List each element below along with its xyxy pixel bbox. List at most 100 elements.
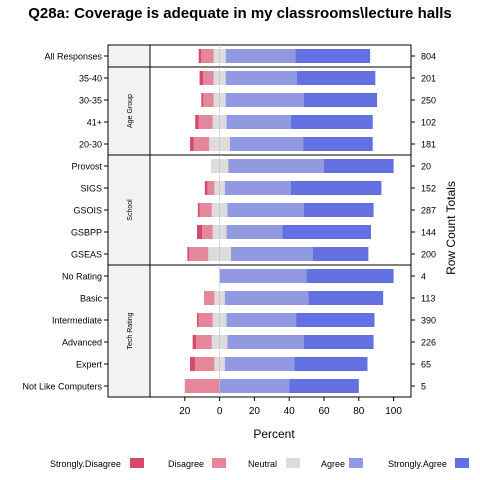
bar-segment-neutral <box>214 291 220 305</box>
panel-strip-label: Tech Rating <box>127 312 134 349</box>
bar-segment-neutral <box>219 335 228 349</box>
bar-segment-neutral <box>212 313 220 327</box>
row-total: 226 <box>421 338 436 348</box>
row-label: No Rating <box>62 272 102 282</box>
row-label: Basic <box>80 294 103 304</box>
panel-1: All Responses 804 <box>44 44 436 68</box>
legend-label: Disagree <box>168 459 204 469</box>
bar-segment-strongly-agree <box>303 335 374 349</box>
bar-segment-agree <box>225 49 296 63</box>
panel-strip <box>107 66 151 156</box>
bar-row: Intermediate 390 <box>52 313 436 327</box>
bar-row: 41+ 102 <box>87 115 436 129</box>
bar-segment-strongly-agree <box>296 313 375 327</box>
row-total: 4 <box>421 272 426 282</box>
bar-segment-neutral <box>219 225 227 239</box>
bar-segment-agree <box>226 225 283 239</box>
row-label: Expert <box>76 360 103 370</box>
x-axis-label: Percent <box>253 427 295 441</box>
bar-segment-strongly-disagree <box>196 313 199 327</box>
panel-strip <box>107 154 151 266</box>
bar-segment-strongly-disagree <box>198 49 202 63</box>
bar-segment-strongly-disagree <box>201 93 204 107</box>
bar-row: GSEAS 200 <box>71 247 436 261</box>
panel-strip <box>107 44 151 68</box>
bar-segment-agree <box>224 357 295 371</box>
bar-segment-strongly-disagree <box>190 357 196 371</box>
bar-segment-neutral <box>213 49 220 63</box>
row-label: GSOIS <box>73 206 102 216</box>
bar-segment-neutral <box>219 247 231 261</box>
x-tick-label: 20 <box>179 406 191 417</box>
bar-segment-disagree <box>203 71 214 85</box>
row-label: 35-40 <box>79 74 102 84</box>
bar-row: Provost 20 <box>71 159 431 173</box>
bar-segment-strongly-disagree <box>199 71 204 85</box>
bar-segment-disagree <box>203 291 215 305</box>
bar-segment-neutral <box>214 181 220 195</box>
panel-strip <box>107 264 151 398</box>
bar-segment-neutral <box>219 181 225 195</box>
row-total: 200 <box>421 250 436 260</box>
bar-segment-disagree <box>201 49 214 63</box>
bar-segment-agree <box>228 159 324 173</box>
bar-segment-strongly-disagree <box>192 335 197 349</box>
row-total: 201 <box>421 74 436 84</box>
row-label: Not Like Computers <box>22 382 102 392</box>
bar-segment-disagree <box>207 181 215 195</box>
legend-label: Strongly.Disagree <box>50 459 121 469</box>
bar-segment-strongly-agree <box>290 115 373 129</box>
bar-segment-neutral <box>210 159 220 173</box>
legend-swatch <box>286 458 300 468</box>
row-total: 152 <box>421 184 436 194</box>
bar-segment-strongly-agree <box>290 181 382 195</box>
bar-row: SIGS 152 <box>80 181 436 195</box>
bar-segment-strongly-agree <box>294 357 368 371</box>
row-total: 5 <box>421 382 426 392</box>
right-axis-label: Row Count Totals <box>444 181 458 275</box>
legend-label: Strongly.Agree <box>388 459 447 469</box>
bar-segment-disagree <box>199 203 212 217</box>
bar-segment-disagree <box>198 115 213 129</box>
x-tick-label: 80 <box>353 406 365 417</box>
bar-segment-neutral <box>209 137 220 151</box>
bar-segment-disagree <box>184 379 220 393</box>
bar-row: GSBPP 144 <box>71 225 436 239</box>
bar-segment-strongly-disagree <box>190 137 194 151</box>
bar-segment-disagree <box>203 93 214 107</box>
row-label: SIGS <box>80 184 102 194</box>
panel-strip-label: Age Group <box>127 94 134 128</box>
bar-segment-neutral <box>214 357 220 371</box>
bar-row: Advanced 226 <box>62 335 436 349</box>
bar-segment-agree <box>227 203 304 217</box>
bar-row: Not Like Computers 5 <box>22 379 426 393</box>
bar-segment-neutral <box>219 115 227 129</box>
bar-segment-neutral <box>211 203 220 217</box>
bar-segment-disagree <box>196 335 212 349</box>
bar-segment-agree <box>219 379 290 393</box>
bar-segment-neutral <box>219 203 228 217</box>
x-tick-label: 100 <box>385 406 402 417</box>
bar-segment-neutral <box>211 335 220 349</box>
row-label: Intermediate <box>52 316 102 326</box>
bar-row: No Rating 4 <box>62 269 426 283</box>
legend: Strongly.Disagree Disagree Neutral Agree Str… <box>50 458 469 469</box>
bar-segment-neutral <box>219 291 225 305</box>
bar-row: Basic 113 <box>80 291 435 305</box>
row-total: 287 <box>421 206 436 216</box>
panel-4: Tech Rating No Rating 4 Basic 113 Intermediat… <box>22 264 436 398</box>
bar-segment-strongly-disagree <box>196 225 203 239</box>
bar-segment-strongly-disagree <box>204 181 208 195</box>
row-total: 181 <box>421 140 436 150</box>
bar-segment-neutral <box>212 225 220 239</box>
legend-swatch <box>349 458 363 468</box>
bar-row: 30-35 250 <box>79 93 436 107</box>
row-total: 20 <box>421 162 431 172</box>
bar-segment-agree <box>225 71 298 85</box>
bar-segment-neutral <box>213 71 220 85</box>
bar-segment-strongly-agree <box>295 49 371 63</box>
bar-segment-agree <box>224 291 309 305</box>
bar-segment-disagree <box>189 247 209 261</box>
bar-segment-agree <box>219 269 307 283</box>
